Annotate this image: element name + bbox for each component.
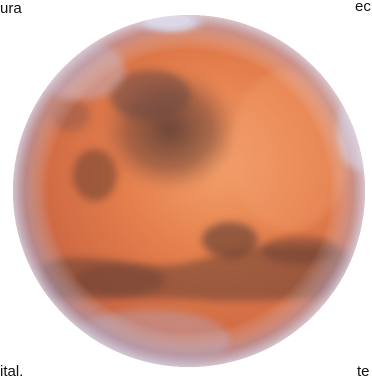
text-fragment-bottom-left: ital. <box>0 363 24 378</box>
text-fragment-top-left: ura <box>0 0 22 17</box>
text-fragment-top-right: ec <box>355 0 371 15</box>
text-fragment-bottom-right: te <box>357 363 370 378</box>
